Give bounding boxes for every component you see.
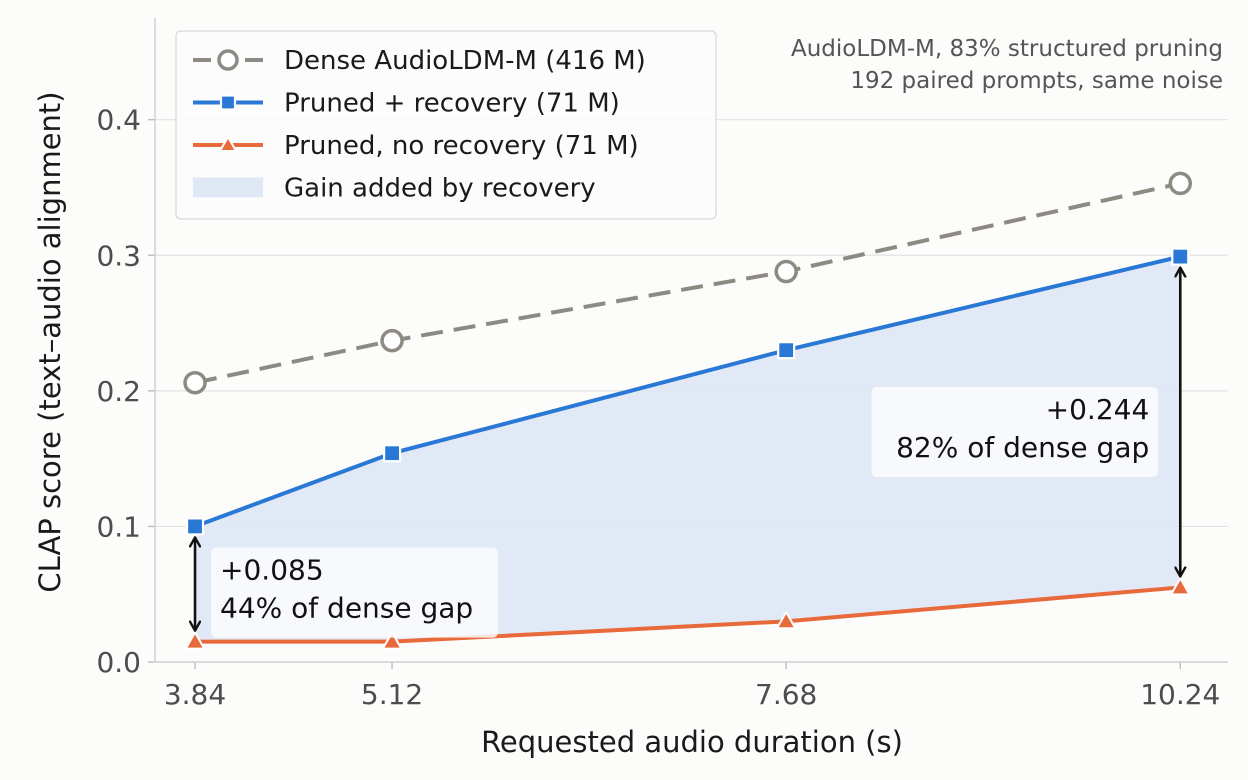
legend-marker-square: [219, 94, 237, 111]
annotation-label: 82% of dense gap: [896, 431, 1149, 464]
legend-item: Gain added by recovery: [193, 174, 596, 204]
series: [183, 171, 1193, 650]
x-tick-label: 10.24: [1140, 678, 1220, 711]
note-line: 192 paired prompts, same noise: [850, 68, 1223, 94]
legend-marker-circle: [217, 49, 239, 71]
note-line: AudioLDM-M, 83% structured pruning: [791, 36, 1223, 62]
data-point-square: [777, 341, 796, 360]
chart-note: AudioLDM-M, 83% structured pruning 192 pa…: [791, 36, 1223, 94]
data-point-circle: [183, 370, 207, 395]
x-axis-title: Requested audio duration (s): [481, 725, 903, 759]
annotations: +0.085 44% of dense gap +0.244 82% of dense…: [195, 268, 1180, 638]
data-point-triangle: [184, 630, 206, 650]
legend: Dense AudioLDM-M (416 M) Pruned + recover…: [175, 30, 717, 220]
legend-label: Pruned + recovery (71 M): [284, 89, 620, 119]
legend-box: [175, 30, 717, 220]
y-axis-title: CLAP score (text–audio alignment): [33, 91, 67, 592]
legend-item: Dense AudioLDM-M (416 M): [193, 46, 646, 76]
series-0: [183, 171, 1193, 395]
legend-label: Dense AudioLDM-M (416 M): [284, 46, 646, 76]
series-2: [184, 576, 1192, 650]
recovery-gain-region: [195, 256, 1181, 642]
series-line: [194, 181, 1181, 385]
annotation-box: [871, 387, 1159, 478]
series-1: [185, 247, 1190, 536]
data-point-triangle: [1169, 576, 1192, 596]
y-tick-label: 0.3: [96, 239, 141, 272]
y-tick-label: 0.1: [96, 510, 141, 543]
x-tick-label: 3.84: [164, 678, 226, 711]
y-tick-label: 0.0: [96, 646, 141, 679]
data-point-square: [185, 517, 205, 536]
legend-swatch-area: [193, 177, 263, 198]
data-point-circle: [380, 328, 404, 353]
y-tick-label: 0.2: [96, 375, 141, 408]
axes: 0.0 0.1 0.2 0.3 0.4 3.84 5.12 7.68 10.24: [96, 18, 1228, 711]
data-point-circle: [774, 259, 798, 284]
legend-label: Pruned, no recovery (71 M): [284, 131, 639, 161]
y-tick-label: 0.4: [96, 104, 141, 137]
annotation-label: 44% of dense gap: [220, 592, 473, 625]
data-point-circle: [1168, 171, 1193, 196]
series-line: [195, 585, 1181, 644]
data-point-square: [382, 444, 402, 463]
x-tick-label: 5.12: [361, 678, 423, 711]
annotation-label: +0.085: [220, 554, 324, 587]
legend-marker-triangle: [218, 134, 238, 153]
x-tick-label: 7.68: [755, 678, 817, 711]
recovery-gain-area: [195, 256, 1181, 642]
legend-label: Gain added by recovery: [284, 174, 596, 204]
legend-item: Pruned + recovery (71 M): [193, 89, 620, 119]
data-point-triangle: [775, 610, 798, 630]
axis-titles: Requested audio duration (s) CLAP score …: [33, 91, 903, 759]
annotation-box: [211, 547, 498, 638]
data-point-square: [1171, 247, 1190, 266]
data-point-triangle: [381, 630, 403, 650]
legend-item: Pruned, no recovery (71 M): [193, 131, 639, 161]
series-line: [194, 254, 1181, 529]
annotation-label: +0.244: [1046, 393, 1150, 426]
